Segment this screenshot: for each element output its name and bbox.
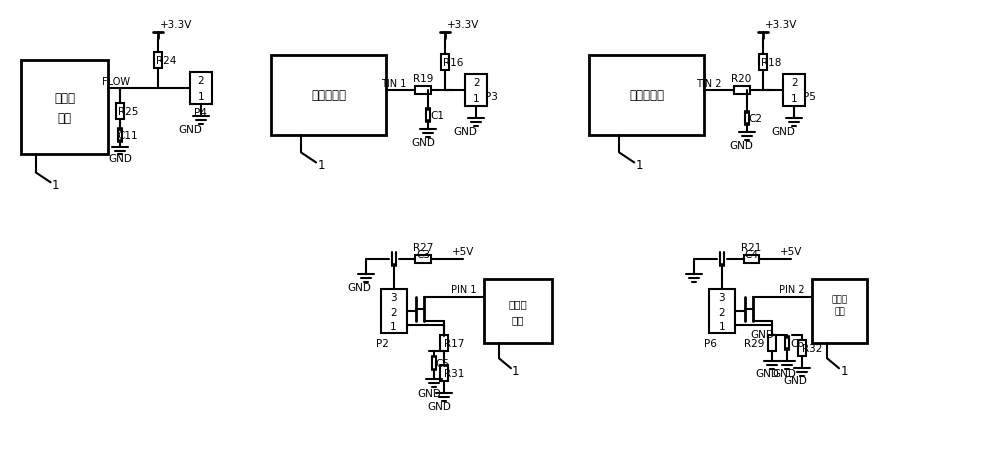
Bar: [798, 341, 806, 357]
Text: GND: GND: [751, 330, 774, 340]
Text: 单片机: 单片机: [509, 298, 527, 308]
Text: 1: 1: [840, 364, 848, 377]
Bar: [190, 73, 212, 105]
Text: 1: 1: [473, 94, 479, 104]
Bar: [709, 289, 735, 334]
Bar: [768, 336, 776, 352]
Text: 2: 2: [718, 307, 725, 317]
Bar: [783, 75, 805, 107]
Bar: [415, 87, 431, 95]
Text: R18: R18: [761, 58, 782, 68]
Text: R27: R27: [413, 242, 434, 252]
Text: +3.3V: +3.3V: [160, 20, 192, 30]
Text: 单片机: 单片机: [831, 295, 848, 304]
Text: C4: C4: [745, 249, 759, 259]
Bar: [271, 56, 386, 135]
Text: R24: R24: [156, 56, 176, 66]
Text: 模块: 模块: [512, 314, 524, 324]
Text: R31: R31: [444, 368, 464, 378]
Bar: [441, 55, 449, 71]
Text: TIN 2: TIN 2: [696, 79, 722, 89]
Text: C2: C2: [749, 113, 763, 123]
Text: R17: R17: [444, 338, 464, 348]
Text: GND: GND: [108, 154, 132, 164]
Text: P6: P6: [704, 338, 717, 348]
Text: 2: 2: [791, 78, 798, 88]
Text: +5V: +5V: [780, 247, 802, 257]
Text: 1: 1: [317, 159, 325, 171]
Text: R16: R16: [443, 58, 463, 68]
Text: 1: 1: [390, 322, 397, 332]
Text: 单片机: 单片机: [54, 91, 75, 105]
Text: 单片机模块: 单片机模块: [629, 89, 664, 102]
Text: 1: 1: [197, 92, 204, 101]
Bar: [759, 55, 767, 71]
Text: 3: 3: [390, 292, 397, 302]
Text: GND: GND: [417, 388, 441, 398]
Text: TIN 1: TIN 1: [381, 79, 406, 89]
Text: GND: GND: [347, 282, 371, 292]
Text: 单片机模块: 单片机模块: [311, 89, 346, 102]
Text: +5V: +5V: [452, 247, 474, 257]
Text: PIN 1: PIN 1: [451, 284, 477, 294]
Text: C11: C11: [118, 130, 138, 140]
Bar: [440, 366, 448, 381]
Text: GND: GND: [771, 126, 795, 136]
Text: GND: GND: [730, 140, 754, 150]
Text: P2: P2: [376, 338, 389, 348]
Bar: [116, 104, 124, 119]
Text: C3: C3: [416, 249, 430, 259]
Text: C6: C6: [790, 338, 804, 348]
Text: 2: 2: [473, 78, 479, 88]
Text: 模块: 模块: [834, 307, 845, 316]
Bar: [589, 56, 704, 135]
Text: 1: 1: [52, 178, 59, 191]
Text: GND: GND: [427, 401, 451, 411]
Text: C5: C5: [435, 358, 449, 368]
Bar: [440, 336, 448, 352]
Text: P4: P4: [194, 108, 207, 118]
Text: R25: R25: [118, 107, 138, 117]
Text: R32: R32: [802, 344, 822, 354]
Text: 3: 3: [718, 292, 725, 302]
Text: +3.3V: +3.3V: [447, 20, 480, 30]
Bar: [381, 289, 407, 334]
Text: GND: GND: [755, 368, 779, 378]
Text: 2: 2: [197, 76, 204, 86]
Text: C1: C1: [430, 110, 444, 120]
Bar: [154, 53, 162, 69]
Text: 1: 1: [718, 322, 725, 332]
Text: GND: GND: [412, 137, 435, 147]
Bar: [465, 75, 487, 107]
Text: 1: 1: [791, 94, 798, 104]
Text: GND: GND: [772, 368, 796, 378]
Text: P5: P5: [803, 92, 816, 101]
Text: PIN 2: PIN 2: [779, 284, 805, 294]
Text: R20: R20: [731, 74, 752, 84]
Text: GND: GND: [783, 376, 807, 386]
Text: 1: 1: [635, 159, 643, 171]
Text: R19: R19: [413, 74, 434, 84]
Bar: [484, 279, 552, 344]
Text: P3: P3: [485, 92, 497, 101]
Text: R21: R21: [741, 242, 762, 252]
Bar: [744, 255, 759, 263]
Text: 1: 1: [512, 364, 520, 377]
Text: GND: GND: [453, 126, 477, 136]
Bar: [734, 87, 750, 95]
Bar: [812, 279, 867, 344]
Bar: [21, 61, 108, 155]
Text: R29: R29: [744, 338, 765, 348]
Text: FLOW: FLOW: [102, 77, 130, 87]
Text: 2: 2: [390, 307, 397, 317]
Text: GND: GND: [178, 124, 202, 134]
Bar: [415, 255, 431, 263]
Text: +3.3V: +3.3V: [765, 20, 798, 30]
Text: 模块: 模块: [58, 111, 72, 124]
